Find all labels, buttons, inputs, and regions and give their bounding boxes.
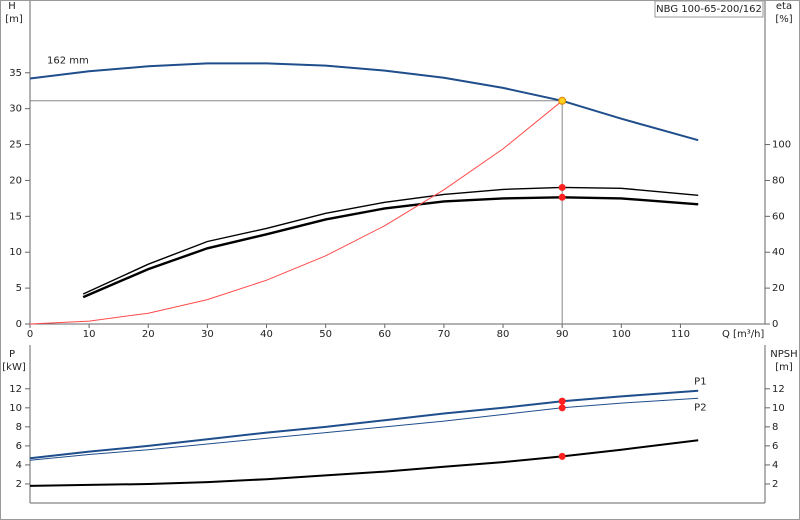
title-box (654, 0, 764, 18)
y2-tick-label: 20 (772, 283, 785, 294)
x-tick-label: 110 (671, 329, 690, 340)
duty-point (558, 397, 566, 405)
y2-tick-label: 2 (772, 479, 778, 490)
series-line (29, 389, 699, 460)
x-axis-label: Q [m³/h] (722, 329, 764, 340)
y-tick-label: 20 (9, 175, 22, 186)
y-tick-label: 35 (9, 68, 22, 79)
y-tick-label: 12 (9, 384, 22, 395)
duty-point (558, 452, 566, 460)
x-tick-label: 100 (612, 329, 631, 340)
series-line (29, 397, 699, 461)
series-label: 162 mm (47, 55, 89, 66)
y-tick-label: 4 (16, 460, 22, 471)
y-axis-label: P (9, 349, 15, 360)
series-line (82, 186, 699, 295)
y-tick-label: 10 (9, 403, 22, 414)
y-tick-label: 5 (16, 283, 22, 294)
y2-tick-label: 0 (772, 319, 778, 330)
y-axis-label: H (8, 1, 16, 12)
y-tick-label: 6 (16, 441, 22, 452)
series-line (82, 196, 699, 299)
y2-tick-label: 60 (772, 211, 785, 222)
y2-axis-unit: [%] (775, 14, 792, 25)
x-tick-label: 60 (378, 329, 391, 340)
duty-point (558, 183, 566, 191)
duty-point (558, 404, 566, 412)
y2-tick-label: 100 (772, 140, 791, 151)
y-tick-label: 0 (16, 319, 22, 330)
y-tick-label: 2 (16, 479, 22, 490)
y2-axis-label: eta (776, 1, 792, 12)
x-tick-label: 30 (201, 329, 214, 340)
y2-tick-label: 4 (772, 460, 778, 471)
y-axis-unit: [kW] (2, 362, 26, 373)
y-tick-label: 8 (16, 422, 22, 433)
x-tick-label: 20 (142, 329, 155, 340)
x-tick-label: 40 (260, 329, 273, 340)
duty-point (558, 193, 566, 201)
y-tick-label: 15 (9, 211, 22, 222)
y2-tick-label: 10 (772, 403, 785, 414)
y2-tick-label: 8 (772, 422, 778, 433)
duty-point (558, 96, 567, 105)
x-tick-label: 80 (497, 329, 510, 340)
y-tick-label: 30 (9, 104, 22, 115)
series-line (29, 100, 563, 325)
series-label: P2 (694, 402, 706, 413)
series-label: P1 (694, 377, 706, 388)
chart-title: NBG 100-65-200/162 (656, 4, 762, 15)
y2-axis-unit: [m] (775, 362, 793, 373)
y2-tick-label: 6 (772, 441, 778, 452)
y2-tick-label: 12 (772, 384, 785, 395)
y2-tick-label: 40 (772, 247, 785, 258)
x-tick-label: 0 (27, 329, 33, 340)
x-tick-label: 50 (319, 329, 332, 340)
y-tick-label: 10 (9, 247, 22, 258)
y-tick-label: 25 (9, 140, 22, 151)
series-line (29, 62, 699, 142)
x-tick-label: 90 (556, 329, 569, 340)
y2-tick-label: 80 (772, 175, 785, 186)
x-tick-label: 10 (83, 329, 96, 340)
y2-axis-label: NPSH (770, 349, 797, 360)
series-line (29, 439, 699, 487)
x-tick-label: 70 (438, 329, 451, 340)
y-axis-unit: [m] (5, 14, 23, 25)
